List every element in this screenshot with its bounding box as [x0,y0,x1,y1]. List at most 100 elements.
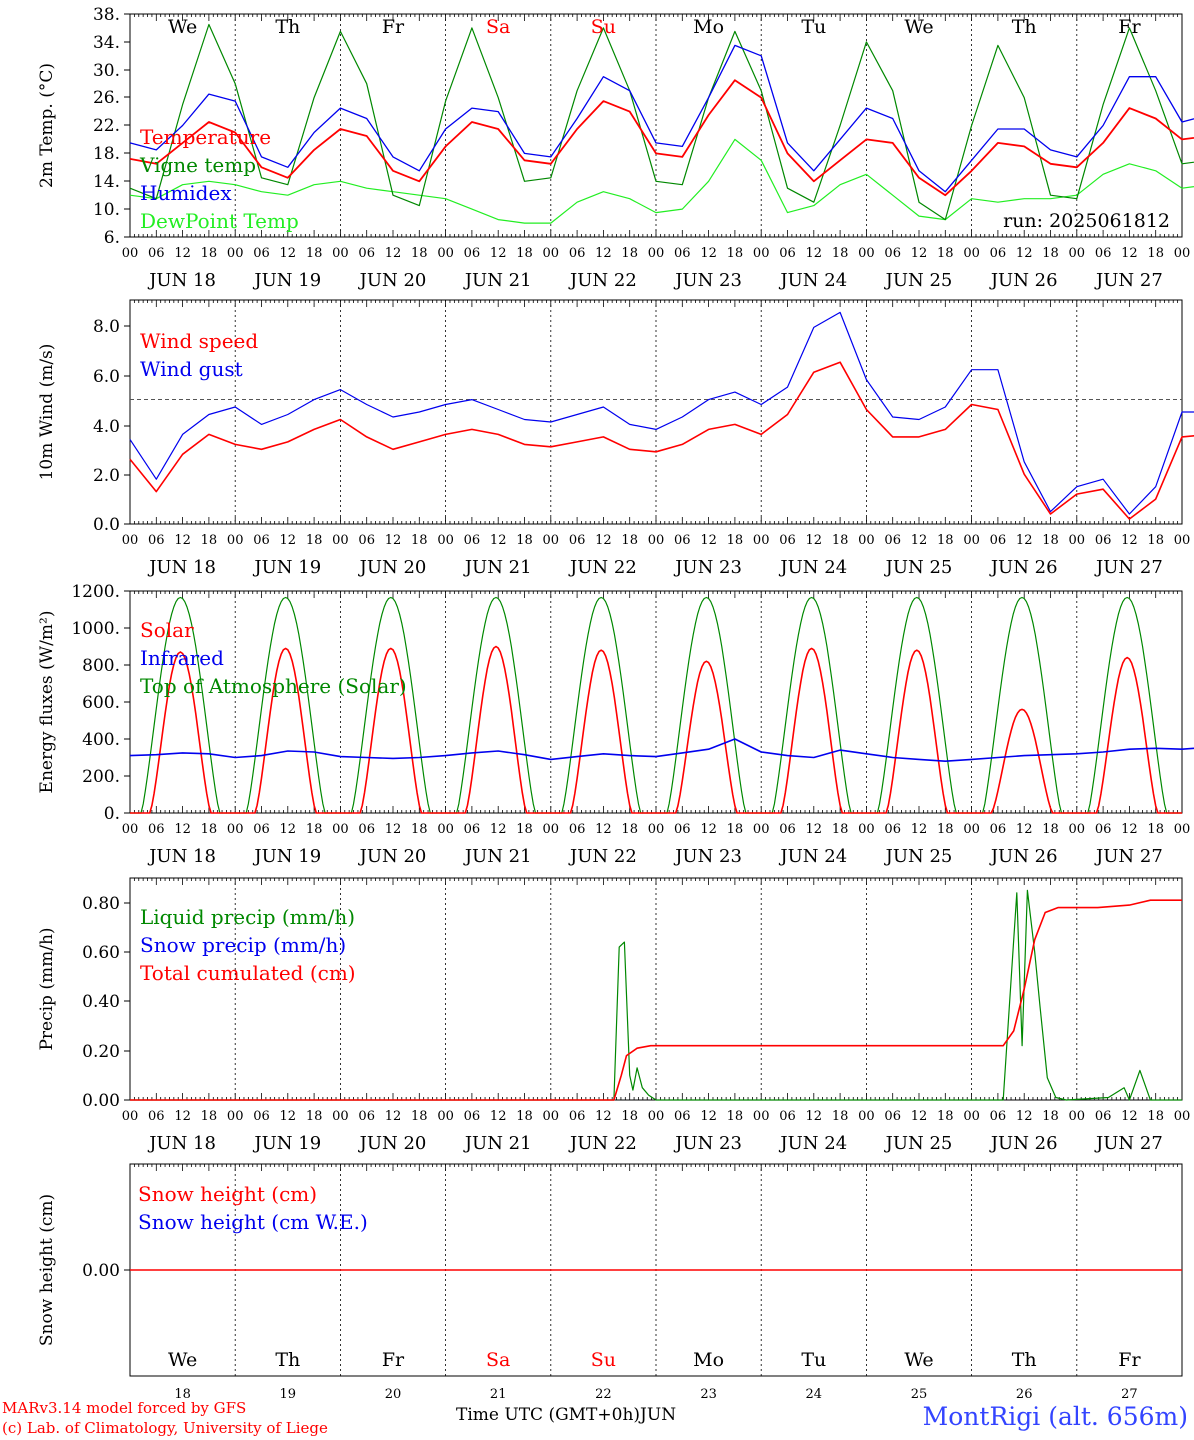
hour-tick-label: 12 [280,1109,297,1124]
hour-tick-label: 06 [358,822,375,837]
hour-tick-label: 18 [727,1109,744,1124]
hour-tick-label: 12 [1121,822,1138,837]
hour-tick-label: 06 [674,246,691,261]
hour-tick-label: 00 [1174,246,1191,261]
humidex-line [129,44,1194,193]
y-tick-label: 0.0 [93,515,120,535]
hour-tick-label: 18 [306,1109,323,1124]
hour-tick-label: 06 [569,246,586,261]
hour-tick-label: 06 [990,246,1007,261]
hour-tick-label: 00 [858,822,875,837]
hour-tick-label: 18 [1147,246,1164,261]
weekday-label: We [168,1349,197,1371]
hour-tick-label: 00 [963,246,980,261]
time-axis-label: Time UTC (GMT+0h)JUN [456,1405,676,1425]
weekday-label: Sa [486,16,510,38]
day-label: JUN 21 [463,1133,532,1154]
legend-entry: Humidex [140,181,232,205]
hour-tick-label: 18 [1042,533,1059,548]
cumulated-precip-line [130,899,1182,1101]
hour-tick-label: 06 [464,822,481,837]
hour-tick-label: 06 [253,533,270,548]
hour-tick-label: 12 [700,822,717,837]
hour-tick-label: 00 [437,246,454,261]
hour-tick-label: 12 [700,246,717,261]
weekday-label: We [904,1349,933,1371]
y-axis-label: Precip (mm/h) [37,927,57,1050]
hour-tick-label: 06 [358,1109,375,1124]
weekday-label: Th [1012,16,1037,38]
hour-tick-label: 06 [884,533,901,548]
weekday-label: Fr [1118,1349,1141,1371]
hour-tick-label: 12 [700,1109,717,1124]
wind-gust-line [129,311,1194,515]
day-number-label: 25 [911,1387,928,1402]
legend-entry: Snow height (cm) [138,1182,317,1206]
weekday-label: Mo [693,1349,724,1371]
hour-tick-label: 18 [306,246,323,261]
run-label: run: 2025061812 [1003,210,1170,232]
day-label: JUN 24 [778,557,847,578]
hour-tick-label: 12 [490,246,507,261]
hour-tick-label: 00 [753,822,770,837]
hour-tick-label: 00 [1174,1109,1191,1124]
y-tick-label: 18. [93,144,120,164]
hour-tick-label: 06 [990,1109,1007,1124]
hour-tick-label: 18 [727,246,744,261]
y-tick-label: 1200. [71,582,120,602]
hour-tick-label: 18 [937,1109,954,1124]
day-number-label: 20 [385,1387,402,1402]
hour-tick-label: 00 [1069,822,1086,837]
hour-tick-label: 06 [779,533,796,548]
hour-tick-label: 00 [122,822,139,837]
day-label: JUN 26 [989,270,1058,291]
hour-tick-label: 12 [806,1109,823,1124]
liquid-precip-line [130,889,1182,1101]
hour-tick-label: 18 [1042,1109,1059,1124]
y-tick-label: 0.00 [82,1091,120,1111]
hour-tick-label: 18 [727,533,744,548]
hour-tick-label: 18 [621,533,638,548]
hour-tick-label: 18 [516,822,533,837]
hour-tick-label: 18 [727,822,744,837]
hour-tick-label: 12 [595,1109,612,1124]
day-label: JUN 21 [463,557,532,578]
hour-tick-label: 12 [1016,1109,1033,1124]
hour-tick-label: 06 [884,1109,901,1124]
weekday-label: Th [1012,1349,1037,1371]
y-tick-label: 2.0 [93,466,120,486]
hour-tick-label: 06 [569,1109,586,1124]
hour-tick-label: 12 [700,533,717,548]
hour-tick-label: 06 [148,1109,165,1124]
legend-entry: DewPoint Temp [140,209,299,233]
day-label: JUN 22 [568,846,637,867]
hour-tick-label: 12 [595,246,612,261]
day-label: JUN 22 [568,1133,637,1154]
y-tick-label: 0.80 [82,894,120,914]
hour-tick-label: 00 [963,822,980,837]
day-label: JUN 26 [989,557,1058,578]
hour-tick-label: 12 [174,246,191,261]
hour-tick-label: 06 [1095,1109,1112,1124]
day-label: JUN 27 [1094,557,1163,578]
y-tick-label: 6.0 [93,367,120,387]
hour-tick-label: 18 [306,533,323,548]
hour-tick-label: 12 [490,822,507,837]
weekday-label: Fr [382,16,405,38]
hour-tick-label: 18 [411,822,428,837]
hour-tick-label: 18 [411,246,428,261]
hour-tick-label: 00 [963,1109,980,1124]
hour-tick-label: 18 [621,246,638,261]
hour-tick-label: 06 [674,533,691,548]
hour-tick-label: 18 [937,533,954,548]
hour-tick-label: 06 [148,533,165,548]
hour-tick-label: 00 [227,1109,244,1124]
hour-tick-label: 06 [358,533,375,548]
lab-credit: (c) Lab. of Climatology, University of L… [2,1419,328,1437]
hour-tick-label: 00 [122,1109,139,1124]
wind-speed-line [129,361,1194,520]
hour-tick-label: 12 [806,533,823,548]
hour-tick-label: 06 [1095,533,1112,548]
day-label: JUN 21 [463,846,532,867]
dewpoint-line [129,138,1194,224]
